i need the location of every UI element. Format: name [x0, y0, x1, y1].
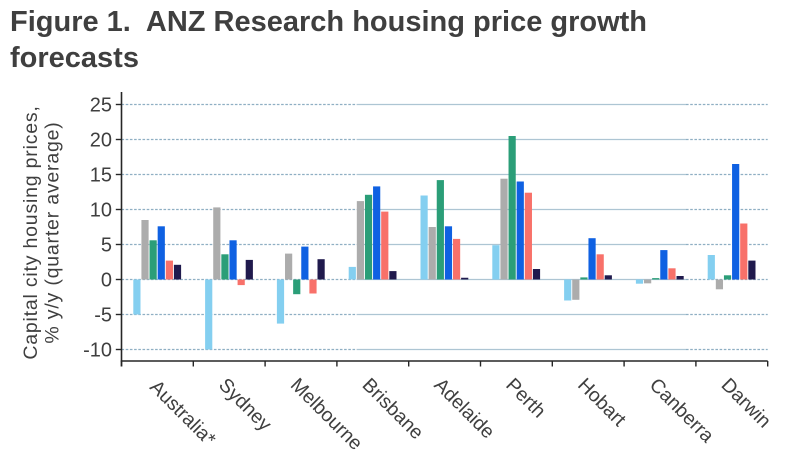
svg-text:10: 10 — [90, 199, 112, 221]
svg-text:Sydney: Sydney — [214, 374, 276, 436]
svg-text:5: 5 — [101, 234, 112, 256]
svg-text:25: 25 — [90, 94, 112, 116]
svg-text:Perth: Perth — [501, 374, 550, 423]
svg-text:% y/y (quarter average): % y/y (quarter average) — [42, 121, 64, 343]
svg-text:15: 15 — [90, 164, 112, 186]
svg-text:Adelaide: Adelaide — [430, 374, 499, 443]
svg-text:0: 0 — [101, 269, 112, 291]
svg-text:20: 20 — [90, 129, 112, 151]
svg-text:Melbourne: Melbourne — [286, 374, 367, 455]
svg-text:Canberra: Canberra — [645, 374, 718, 447]
svg-text:Darwin: Darwin — [717, 374, 775, 432]
svg-text:Brisbane: Brisbane — [358, 374, 428, 444]
svg-text:Australia*: Australia* — [145, 376, 220, 451]
svg-text:Capital city housing prices,: Capital city housing prices, — [20, 105, 42, 359]
svg-text:-5: -5 — [94, 304, 112, 326]
svg-text:-10: -10 — [83, 339, 112, 361]
svg-text:Hobart: Hobart — [573, 374, 630, 431]
